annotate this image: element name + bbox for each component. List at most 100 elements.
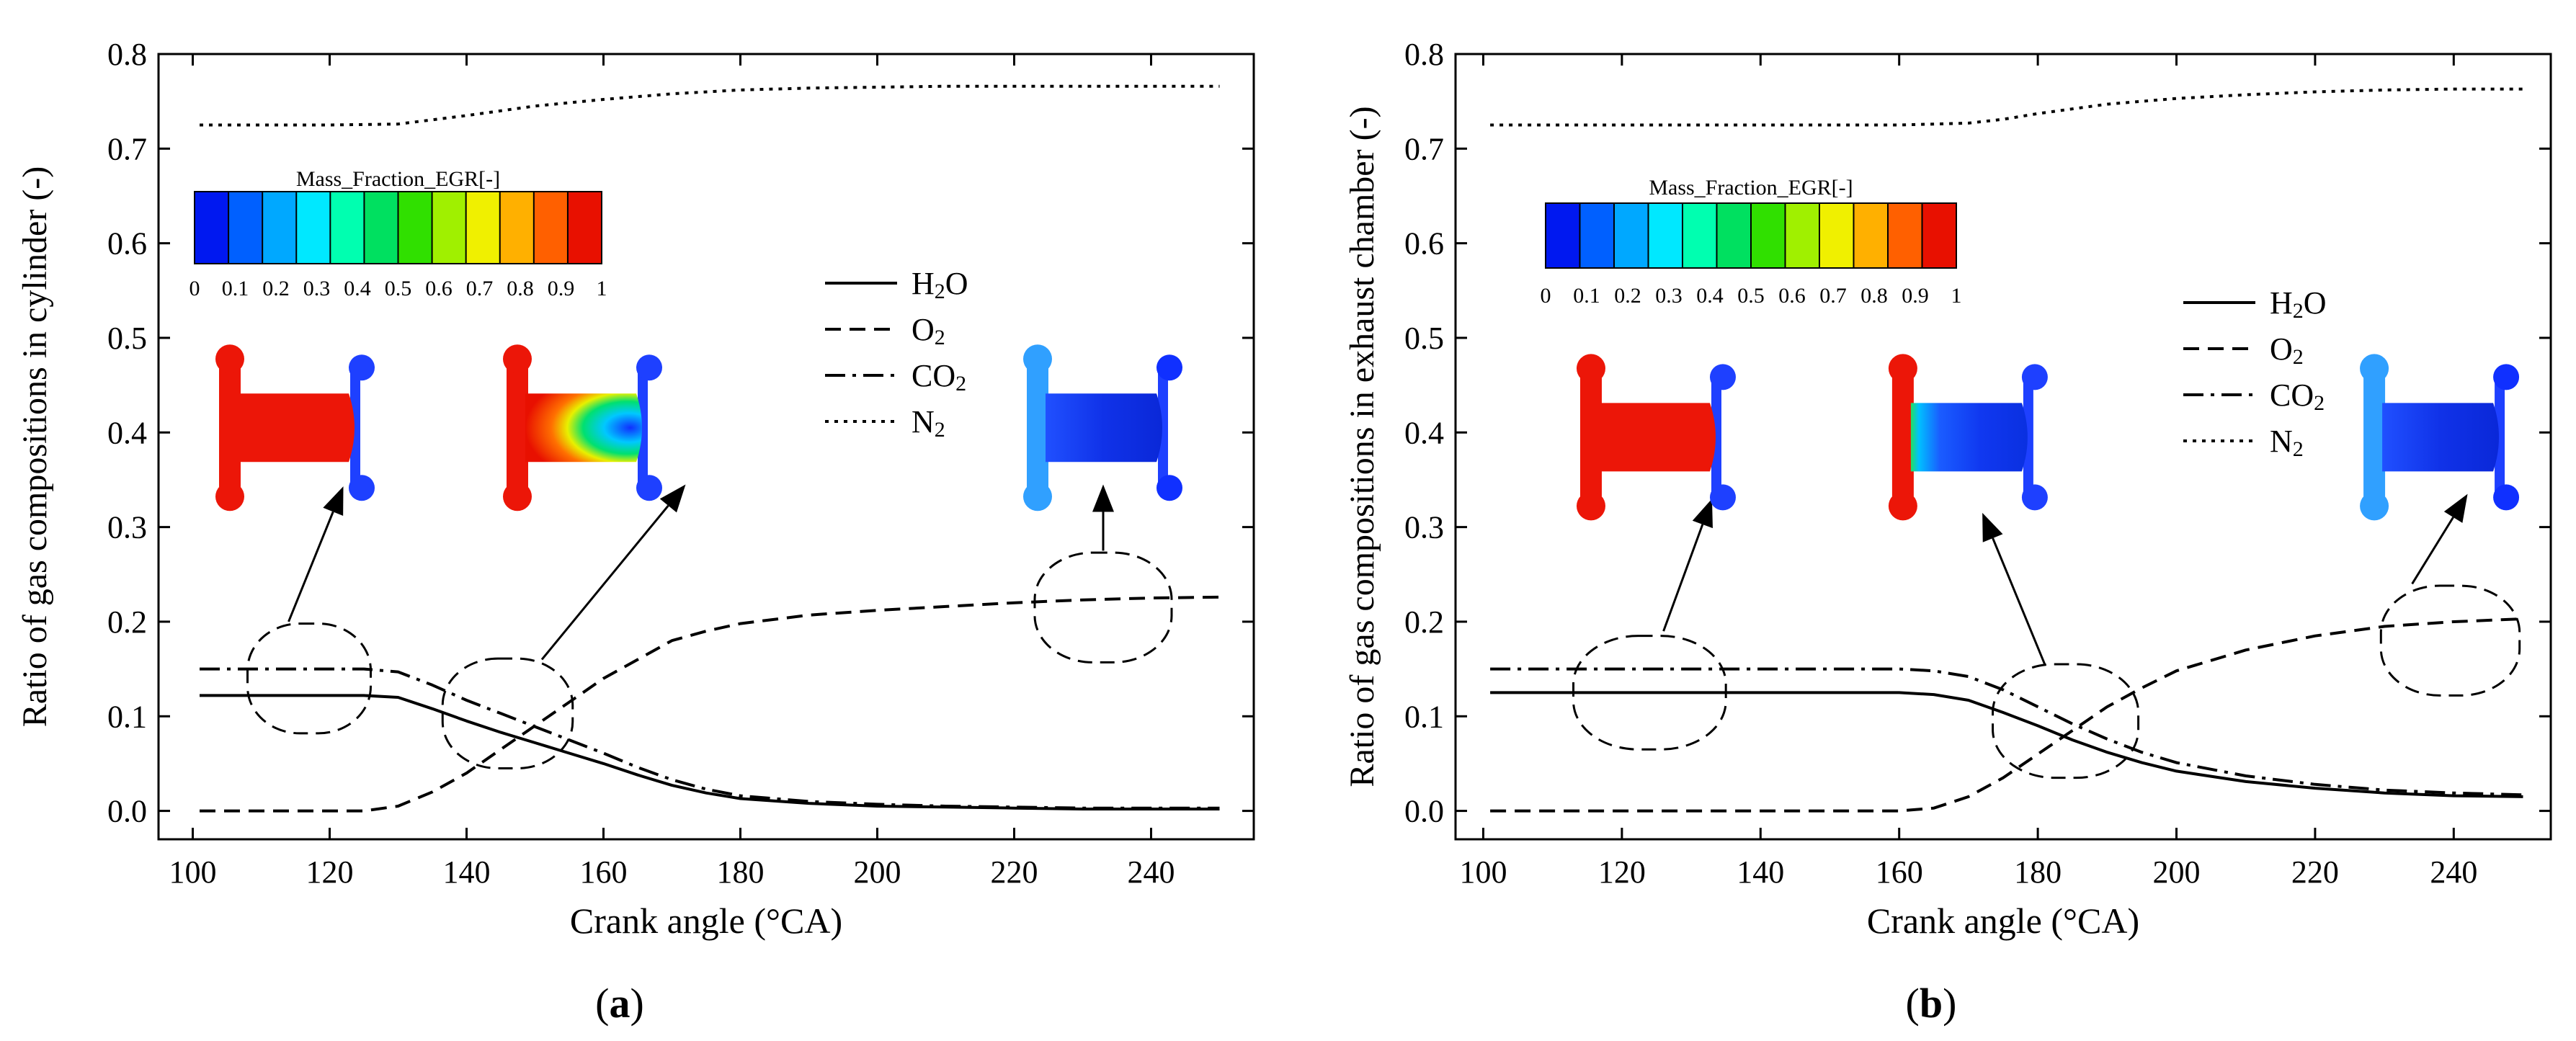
y-axis-title: Ratio of gas compositions in cylinder (-… — [16, 166, 54, 728]
colorbar-tick-label: 0.8 — [507, 277, 534, 300]
colorbar-swatch — [398, 192, 433, 264]
exhaust-cap-top — [1709, 364, 1736, 390]
port-cap-bottom — [1888, 491, 1917, 521]
colorbar-swatch — [1579, 203, 1615, 268]
legend-label-o2: O2 — [912, 312, 945, 349]
scavenge-port — [507, 359, 528, 497]
series-o2-line — [1490, 617, 2523, 813]
colorbar-tick-label: 0.2 — [262, 277, 290, 300]
scavenge-port — [1027, 359, 1048, 497]
exhaust-cap-bottom — [349, 475, 375, 501]
exhaust-cap-bottom — [1709, 484, 1736, 511]
series-n2-line — [1490, 87, 2523, 127]
egr-contour-snapshot — [1576, 354, 1736, 521]
x-tick-label: 240 — [2430, 854, 2477, 890]
colorbar-tick-label: 0.1 — [1573, 284, 1600, 308]
x-tick-label: 120 — [1598, 854, 1646, 890]
series-n2-line — [200, 84, 1220, 127]
arrow-head — [1092, 484, 1114, 512]
y-tick-label: 0.5 — [107, 321, 147, 356]
egr-contour-snapshot — [1888, 354, 2048, 521]
y-tick-label: 0.2 — [107, 604, 147, 640]
colorbar-swatch — [1853, 203, 1889, 268]
panel-label-open: ( — [1906, 980, 1920, 1027]
port-cap-bottom — [2360, 491, 2389, 521]
colorbar-tick-label: 0.9 — [1902, 284, 1929, 308]
port-cap-top — [1888, 354, 1917, 383]
legend-label-o2: O2 — [2270, 331, 2304, 369]
panel-label-close: ) — [1943, 980, 1956, 1027]
colorbar-swatch — [195, 192, 229, 264]
colorbar-tick-label: 1 — [1951, 284, 1962, 308]
legend-label-base: N — [2270, 424, 2293, 459]
y-axis-title: Ratio of gas compositions in exhaust cha… — [1343, 106, 1381, 787]
legend-label-tail: O — [2304, 285, 2327, 321]
colorbar-tick-label: 0.3 — [303, 277, 331, 300]
x-tick-label: 140 — [1737, 854, 1784, 890]
colorbar-title: Mass_Fraction_EGR[-] — [296, 167, 500, 191]
y-tick-label: 0.7 — [1404, 131, 1444, 166]
port-cap-bottom — [215, 482, 244, 511]
scavenge-port — [2363, 368, 2386, 506]
arrow-head — [2443, 493, 2468, 523]
exhaust-cap-bottom — [636, 475, 662, 501]
series-h2o-line — [200, 694, 1220, 810]
panel-label-open: ( — [595, 980, 609, 1027]
colorbar-tick-label: 0.1 — [222, 277, 249, 300]
colorbar-tick-label: 0.7 — [1819, 284, 1847, 308]
arrow-shaft — [1662, 524, 1704, 632]
colorbar-tick-label: 0 — [190, 277, 200, 300]
arrow-head — [1692, 499, 1713, 529]
colorbar-swatch — [1683, 203, 1717, 268]
chamber-body — [238, 393, 355, 463]
panel-a: 100 120 140 160 180 200 220 2400.00.10.20.30.40… — [16, 37, 1255, 1027]
colorbar-swatch — [228, 192, 263, 264]
legend-label-co2: CO2 — [2270, 377, 2325, 415]
y-tick-label: 0.0 — [1404, 794, 1444, 829]
colorbar-swatch — [533, 192, 569, 264]
x-tick-label: 220 — [2291, 854, 2339, 890]
panel-label-letter: b — [1920, 980, 1943, 1027]
port-cap-top — [2360, 354, 2389, 383]
chamber-body — [525, 393, 642, 463]
x-tick-label: 140 — [443, 854, 491, 890]
arrow-shaft — [288, 511, 334, 622]
series-h2o-line — [1490, 691, 2523, 798]
highlight-ellipse — [441, 657, 574, 770]
exhaust-cap-bottom — [1156, 475, 1182, 501]
legend-label-subscript: 2 — [955, 372, 966, 396]
chamber-body — [1910, 403, 2028, 472]
exhaust-port — [2023, 377, 2033, 498]
series-co2-line — [1490, 667, 2523, 797]
x-tick-label: 200 — [854, 854, 901, 890]
y-tick-label: 0.3 — [107, 510, 147, 545]
colorbar-swatch — [1785, 203, 1820, 268]
x-tick-label: 100 — [169, 854, 217, 890]
scavenge-port — [1579, 368, 1602, 506]
legend-label-subscript: 2 — [2293, 299, 2304, 323]
colorbar-tick-label: 0.6 — [425, 277, 453, 300]
x-tick-label: 160 — [580, 854, 628, 890]
legend-label-subscript: 2 — [935, 326, 945, 349]
colorbar-swatch — [567, 192, 602, 264]
colorbar-swatch — [1546, 203, 1580, 268]
colorbar-swatch — [1751, 203, 1786, 268]
chamber-body — [1598, 403, 1716, 472]
y-tick-label: 0.5 — [1404, 321, 1444, 356]
series-o2-line — [200, 595, 1220, 813]
series-co2-line — [200, 667, 1220, 810]
exhaust-cap-top — [349, 354, 375, 381]
legend-label-subscript: 2 — [935, 280, 945, 303]
colorbar-tick-label: 0.5 — [385, 277, 412, 300]
colorbar-swatch — [364, 192, 398, 264]
legend-label-base: O — [2270, 331, 2293, 367]
exhaust-port — [1711, 377, 1721, 498]
port-cap-bottom — [1576, 491, 1605, 521]
highlight-ellipse — [1572, 635, 1727, 751]
x-tick-label: 220 — [991, 854, 1038, 890]
colorbar-swatch — [1888, 203, 1922, 268]
x-tick-label: 240 — [1128, 854, 1175, 890]
y-tick-label: 0.3 — [1404, 510, 1444, 545]
colorbar-swatch — [1648, 203, 1683, 268]
exhaust-cap-top — [636, 354, 662, 381]
